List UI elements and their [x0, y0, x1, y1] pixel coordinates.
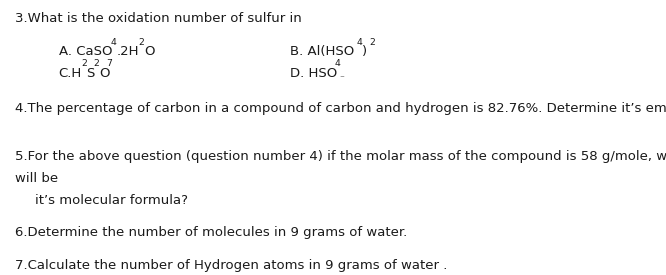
Text: A. CaSO: A. CaSO	[59, 45, 112, 58]
Text: 3.What is the oxidation number of sulfur in: 3.What is the oxidation number of sulfur…	[15, 12, 302, 25]
Text: 2: 2	[370, 38, 376, 47]
Text: 4: 4	[111, 38, 117, 47]
Text: it’s molecular formula?: it’s molecular formula?	[35, 194, 188, 207]
Text: 2: 2	[139, 38, 145, 47]
Text: 2: 2	[81, 59, 87, 68]
Text: 6.Determine the number of molecules in 9 grams of water.: 6.Determine the number of molecules in 9…	[15, 226, 407, 239]
Text: 4.The percentage of carbon in a compound of carbon and hydrogen is 82.76%. Deter: 4.The percentage of carbon in a compound…	[15, 102, 666, 115]
Text: 7: 7	[107, 59, 113, 68]
Text: D. HSO: D. HSO	[290, 67, 337, 80]
Text: S: S	[87, 67, 95, 80]
Text: will be: will be	[15, 172, 58, 185]
Text: 4: 4	[357, 38, 363, 47]
Text: O: O	[144, 45, 155, 58]
Text: 5.For the above question (question number 4) if the molar mass of the compound i: 5.For the above question (question numbe…	[15, 150, 666, 163]
Text: 4: 4	[334, 59, 340, 68]
Text: ⁻: ⁻	[340, 74, 345, 83]
Text: O: O	[99, 67, 110, 80]
Text: 2: 2	[94, 59, 100, 68]
Text: ): )	[362, 45, 367, 58]
Text: B. Al(HSO: B. Al(HSO	[290, 45, 354, 58]
Text: 7.Calculate the number of Hydrogen atoms in 9 grams of water .: 7.Calculate the number of Hydrogen atoms…	[15, 258, 447, 271]
Text: .2H: .2H	[116, 45, 139, 58]
Text: C.H: C.H	[59, 67, 82, 80]
